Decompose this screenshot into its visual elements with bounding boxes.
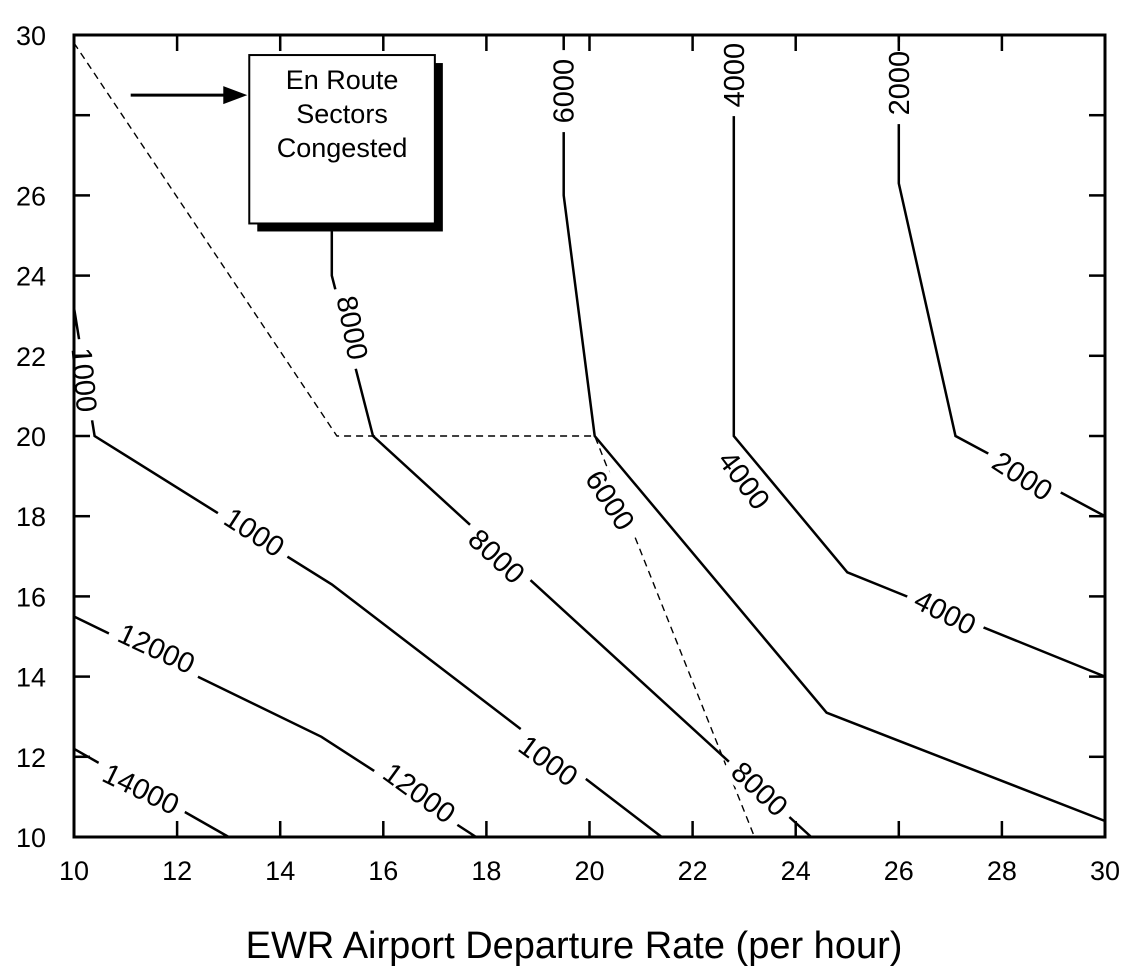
en-route-callout: En Route Sectors Congested (130, 54, 443, 232)
contour-label-knockout (718, 34, 749, 117)
y-tick-label: 30 (16, 21, 46, 51)
contour-label-group: 14000 (89, 753, 193, 825)
contour-label-1000: 1000 (65, 346, 103, 413)
y-tick-label: 16 (16, 582, 46, 612)
contour-label-knockout (979, 441, 1066, 512)
contour-label-12000: 12000 (113, 618, 200, 681)
x-tick-label: 10 (59, 856, 89, 886)
y-tick-label: 10 (16, 823, 46, 853)
contour-line-6000 (562, 35, 1106, 823)
callout-line: Sectors (296, 99, 388, 129)
x-tick-label: 12 (162, 856, 192, 886)
contour-label-knockout (707, 438, 781, 522)
contour-label-knockout (548, 50, 579, 133)
contour-label-group: 6000 (548, 50, 581, 133)
contour-label-knockout (883, 42, 914, 125)
contour-label-8000: 8000 (330, 293, 374, 362)
x-tick-label: 30 (1090, 856, 1120, 886)
callout-line: En Route (286, 65, 399, 95)
y-tick-label: 24 (16, 262, 46, 292)
y-tick-label: 26 (16, 181, 46, 211)
contour-label-knockout (370, 751, 469, 835)
contour-label-knockout (456, 517, 537, 596)
contour-label-4000: 4000 (719, 43, 751, 108)
contour-line-8000 (330, 183, 813, 838)
x-tick-label: 18 (471, 856, 501, 886)
contour-label-knockout (211, 497, 297, 568)
contour-label-group: 4000 (901, 580, 989, 645)
x-tick-label: 14 (265, 856, 295, 886)
contour-line-4000 (732, 35, 1106, 678)
y-tick-label: 22 (16, 342, 46, 372)
contour-label-knockout (506, 724, 591, 798)
contour-label-group: 2000 (883, 42, 916, 125)
contour-label-2000: 2000 (884, 51, 916, 116)
contour-line-1000 (72, 307, 663, 838)
contour-label-group: 4000 (718, 34, 751, 117)
contour-label-group: 1000 (506, 724, 591, 798)
contour-label-knockout (575, 457, 646, 543)
callout-arrow-head (223, 86, 248, 105)
contour-line-2000 (897, 35, 1106, 518)
y-tick-label: 18 (16, 502, 46, 532)
contour-label-knockout (105, 613, 208, 684)
contour-label-group: 6000 (575, 457, 646, 543)
contour-label-group: 8000 (719, 749, 800, 828)
x-tick-label: 24 (781, 856, 811, 886)
x-tick-label: 16 (368, 856, 398, 886)
dashed-boundary-line (73, 42, 756, 838)
contour-label-4000: 4000 (909, 584, 981, 642)
contour-label-group: 8000 (456, 517, 537, 596)
contour-label-group: 1000 (65, 337, 103, 423)
y-tick-label: 14 (16, 663, 46, 693)
contour-label-6000: 6000 (549, 59, 581, 124)
callout-line: Congested (277, 133, 408, 163)
callout-box (248, 54, 436, 225)
y-tick-label: 20 (16, 422, 46, 452)
x-tick-label: 22 (678, 856, 708, 886)
contour-label-group: 12000 (105, 613, 208, 684)
axis-ticks (72, 33, 1107, 839)
x-tick-label: 26 (884, 856, 914, 886)
contour-label-knockout (719, 749, 800, 828)
contour-label-14000: 14000 (97, 758, 184, 822)
x-axis-label: EWR Airport Departure Rate (per hour) (246, 925, 903, 967)
contour-label-group: 2000 (979, 441, 1066, 512)
x-tick-label: 28 (987, 856, 1017, 886)
y-tick-label: 12 (16, 743, 46, 773)
contour-label-knockout (89, 753, 193, 825)
axis-tick-labels: 10 12 14 16 18 20 22 24 26 28 30 10 12 14 16 18 20 22 24 26… (16, 21, 1120, 886)
x-tick-label: 20 (574, 856, 604, 886)
contour-label-knockout (901, 580, 989, 645)
congestion-boundary (73, 42, 756, 838)
contour-label-knockout (329, 284, 375, 371)
contour-label-group: 1000 (211, 497, 297, 568)
contour-label-group: 8000 (329, 284, 375, 371)
contour-label-12000: 12000 (377, 757, 461, 830)
